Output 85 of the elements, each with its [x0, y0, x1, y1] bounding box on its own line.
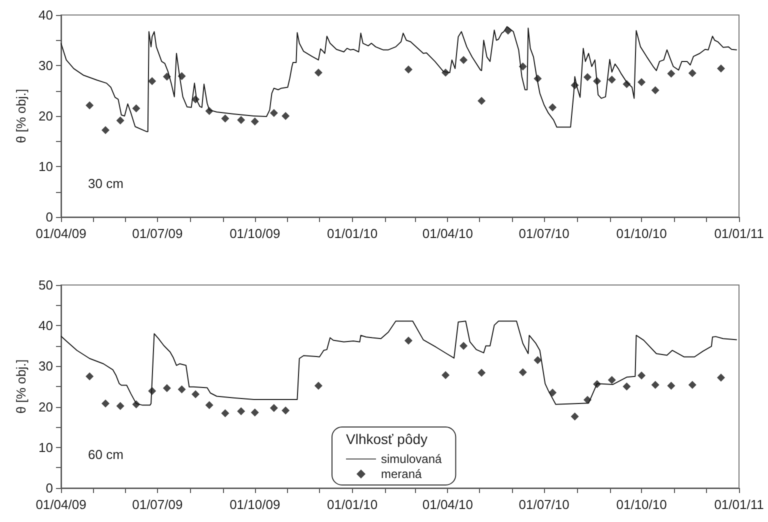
annotation: 60 cm — [88, 447, 124, 462]
point — [237, 407, 246, 416]
point — [688, 380, 696, 389]
x-tick-label: 01/04/09 — [36, 226, 86, 241]
y-tick-label: 20 — [38, 399, 53, 414]
point — [688, 69, 696, 78]
point — [584, 73, 592, 82]
point — [314, 68, 322, 77]
point — [314, 382, 322, 390]
point — [162, 384, 171, 392]
point — [651, 86, 660, 94]
point — [716, 374, 725, 382]
point — [667, 382, 676, 390]
point — [237, 116, 246, 124]
point — [442, 371, 450, 380]
legend-label: meraná — [381, 467, 422, 481]
point — [101, 400, 110, 408]
y-tick-label: 40 — [38, 8, 53, 22]
point — [478, 368, 486, 377]
y-axis-title: θ [% obj.] — [14, 88, 29, 144]
x-tick-label: 01/04/10 — [422, 226, 473, 241]
y-tick-label: 10 — [38, 440, 53, 455]
y-tick-label: 10 — [38, 159, 53, 174]
point — [638, 372, 646, 380]
point — [101, 126, 110, 134]
point — [478, 96, 486, 105]
point — [192, 390, 200, 398]
point — [460, 342, 468, 350]
line-series — [60, 26, 738, 132]
y-tick-label: 20 — [38, 108, 53, 124]
point — [178, 385, 186, 394]
x-tick-label: 01/07/09 — [132, 226, 183, 241]
point — [404, 66, 412, 74]
point — [250, 408, 259, 416]
x-tick-label: 01/01/11 — [714, 497, 764, 512]
point — [221, 114, 230, 123]
point — [570, 412, 579, 421]
x-tick-label: 01/01/10 — [327, 226, 378, 241]
y-tick-label: 50 — [38, 278, 53, 292]
point — [270, 108, 278, 117]
y-tick-label: 30 — [38, 58, 53, 73]
x-tick-label: 01/10/09 — [230, 226, 280, 241]
point — [221, 409, 230, 418]
legend-title: Vlhkosť pôdy — [346, 431, 428, 447]
x-tick-label: 01/10/09 — [230, 497, 280, 512]
point — [116, 116, 124, 125]
point — [404, 336, 412, 345]
legend-label: simulovaná — [381, 452, 442, 466]
y-tick-label: 40 — [38, 318, 53, 334]
point — [518, 368, 527, 376]
point — [638, 78, 646, 86]
y-tick-label: 30 — [38, 358, 53, 374]
x-tick-label: 01/01/10 — [327, 497, 378, 512]
point — [116, 402, 124, 410]
point — [270, 404, 278, 412]
x-tick-label: 01/07/10 — [518, 226, 570, 241]
x-tick-label: 01/10/10 — [616, 226, 667, 241]
y-tick-label: 0 — [46, 210, 53, 224]
x-tick-label: 01/07/10 — [518, 497, 570, 512]
point — [148, 77, 156, 86]
point — [548, 388, 557, 397]
point — [608, 376, 616, 384]
x-tick-label: 01/01/11 — [714, 226, 764, 241]
point — [250, 118, 259, 126]
y-tick-label: 0 — [46, 480, 53, 496]
x-tick-label: 01/04/09 — [36, 497, 86, 512]
point — [282, 112, 290, 120]
point — [534, 356, 542, 364]
point — [86, 101, 94, 110]
point — [651, 380, 660, 389]
point — [282, 406, 290, 414]
point — [608, 76, 616, 84]
y-axis-title: θ [% obj.] — [14, 359, 29, 414]
point — [548, 103, 557, 112]
x-tick-label: 01/10/10 — [616, 497, 667, 512]
point — [622, 382, 631, 390]
point — [205, 401, 214, 410]
x-tick-label: 01/04/10 — [422, 497, 473, 512]
point — [667, 70, 676, 78]
point — [716, 64, 725, 73]
point — [132, 104, 140, 112]
point — [86, 372, 94, 380]
x-tick-label: 01/07/09 — [132, 497, 183, 512]
point — [460, 56, 468, 64]
annotation: 30 cm — [88, 176, 124, 191]
